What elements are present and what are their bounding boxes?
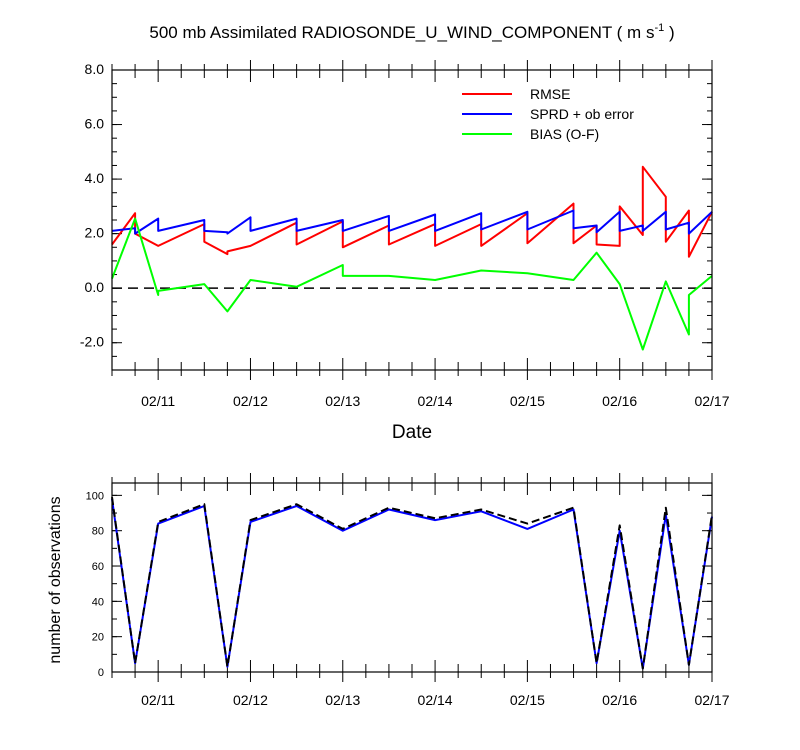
y-tick-label: 100 [86,490,104,502]
x-tick-label: 02/17 [694,393,729,409]
series-line-bias-o-f [111,217,713,351]
y-tick-label: 8.0 [85,61,105,77]
x-tick-label: 02/14 [418,393,453,409]
x-tick-label: 02/16 [602,393,637,409]
x-tick-label: 02/12 [233,393,268,409]
series-line-rmse [111,165,713,258]
x-tick-label: 02/15 [510,692,545,708]
y-tick-label: 2.0 [85,225,105,241]
chart-title-text: 500 mb Assimilated RADIOSONDE_U_WIND_COM… [149,23,654,42]
top-y-tick-labels: 8.0 6.0 4.0 2.0 0.0 -2.0 [80,61,104,350]
bottom-y-tick-labels: 100 80 60 40 20 0 [86,490,104,679]
series-line-total [111,496,713,670]
y-tick-label: 20 [92,632,104,644]
x-tick-label: 02/12 [233,692,268,708]
x-axis-label: Date [392,422,432,443]
y-tick-label: 4.0 [85,170,105,186]
chart-title-suffix: ) [664,23,674,42]
chart-title: 500 mb Assimilated RADIOSONDE_U_WIND_COM… [149,22,674,42]
legend: RMSE SPRD + ob error BIAS (O-F) [462,86,634,142]
y-tick-label: -2.0 [80,334,104,350]
y-tick-label: 80 [92,526,104,538]
top-x-tick-labels: 02/11 02/12 02/13 02/14 02/15 02/16 02/17 [141,393,730,409]
bottom-x-tick-labels: 02/11 02/12 02/13 02/14 02/15 02/16 02/17 [141,692,730,708]
x-tick-label: 02/15 [510,393,545,409]
series-line-used [111,498,713,670]
x-tick-label: 02/11 [141,692,175,708]
y-tick-label: 0 [98,667,104,679]
x-tick-label: 02/14 [418,692,453,708]
x-tick-label: 02/16 [602,692,637,708]
x-tick-label: 02/11 [141,393,175,409]
y-tick-label: 60 [92,561,104,573]
bottom-plot-frame [111,482,713,673]
legend-label: BIAS (O-F) [530,126,599,142]
y-axis-label: number of observations [47,496,64,663]
legend-label: SPRD + ob error [530,106,634,122]
y-tick-label: 6.0 [85,116,105,132]
x-tick-label: 02/17 [694,692,729,708]
bottom-axes-ticks [111,473,713,682]
series-line-sprd-ob-error [111,209,713,235]
bottom-series-group [111,496,713,670]
chart-title-superscript: -1 [654,22,664,34]
legend-label: RMSE [530,86,570,102]
y-tick-label: 0.0 [85,279,105,295]
top-plot-frame [111,69,713,371]
top-series-group [111,165,713,351]
y-tick-label: 40 [92,596,104,608]
x-tick-label: 02/13 [325,692,360,708]
top-chart: 500 mb Assimilated RADIOSONDE_U_WIND_COM… [80,22,730,443]
x-tick-label: 02/13 [325,393,360,409]
